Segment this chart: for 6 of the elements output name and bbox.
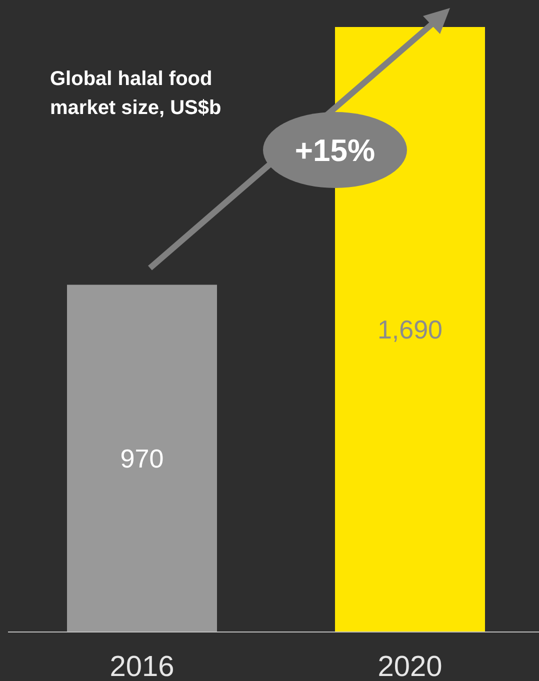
data-label: 970: [120, 443, 164, 474]
data-label: 1,690: [377, 314, 443, 344]
text: Global halal food market size, US$b: [50, 68, 222, 119]
annotation: +15%: [294, 133, 376, 168]
x-tick-label: 2016: [110, 651, 174, 681]
x-tick-label: 2020: [378, 651, 442, 681]
